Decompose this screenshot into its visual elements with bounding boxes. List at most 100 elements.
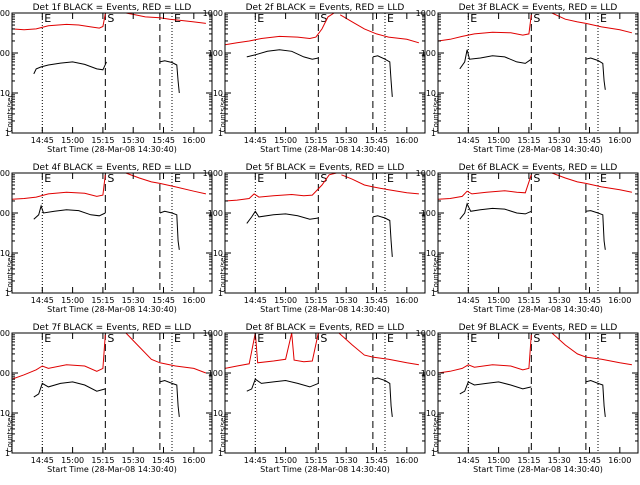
panel-title: Det 3f BLACK = Events, RED = LLD (459, 3, 618, 13)
series-lld-line (438, 334, 532, 374)
plot-frame (224, 12, 426, 134)
plot-frame (224, 332, 426, 454)
x-tick-label: 15:30 (122, 456, 145, 465)
series-events-line (33, 204, 106, 220)
series-lld-line (125, 173, 207, 195)
x-tick-label: 15:45 (578, 136, 601, 145)
y-axis-label: Counts/sec (432, 414, 440, 453)
series-lld-line (12, 174, 106, 200)
marker-label: E (174, 332, 181, 345)
x-axis-label: Start Time (28-Mar-08 14:30:40) (47, 145, 177, 154)
x-tick-label: 16:00 (182, 136, 205, 145)
y-tick-label: 10 (0, 409, 10, 418)
y-tick-label: 1 (431, 129, 436, 138)
x-tick-label: 15:00 (274, 136, 297, 145)
marker-label: E (470, 12, 477, 25)
x-axis-label: Start Time (28-Mar-08 14:30:40) (473, 465, 603, 474)
y-tick-label: 100 (0, 209, 10, 218)
y-axis-label: Counts/sec (219, 94, 227, 133)
marker-label: E (387, 172, 394, 185)
x-tick-label: 14:45 (457, 456, 480, 465)
series-lld-line (125, 13, 206, 24)
marker-label: E (257, 172, 264, 185)
series-events-line (585, 210, 606, 250)
marker-label: E (470, 172, 477, 185)
y-tick-label: 100 (208, 369, 223, 378)
marker-label: E (600, 332, 607, 345)
x-tick-label: 14:45 (457, 136, 480, 145)
panel-title: Det 6f BLACK = Events, RED = LLD (459, 163, 618, 173)
x-tick-label: 15:45 (365, 456, 388, 465)
y-axis-label: Counts/sec (6, 94, 14, 133)
y-tick-label: 100 (421, 209, 436, 218)
marker-label: S (533, 332, 540, 345)
y-tick-label: 100 (0, 369, 10, 378)
plot-frame (437, 172, 639, 294)
series-events-line (33, 61, 107, 75)
marker-label: E (257, 332, 264, 345)
y-tick-label: 1000 (203, 329, 223, 338)
y-tick-label: 1 (218, 449, 223, 458)
plot-frame (11, 172, 213, 294)
marker-label: S (533, 172, 540, 185)
x-tick-label: 15:15 (517, 456, 540, 465)
x-tick-label: 15:15 (91, 136, 114, 145)
y-tick-label: 1000 (416, 169, 436, 178)
panel-title: Det 8f BLACK = Events, RED = LLD (246, 323, 405, 333)
marker-label: S (320, 12, 327, 25)
plot-frame (11, 332, 213, 454)
marker-label: E (257, 12, 264, 25)
series-lld-line (551, 173, 633, 193)
x-axis-label: Start Time (28-Mar-08 14:30:40) (47, 465, 177, 474)
x-tick-label: 16:00 (608, 136, 631, 145)
x-tick-label: 14:45 (244, 456, 267, 465)
x-tick-label: 14:45 (31, 296, 54, 305)
y-tick-label: 10 (426, 89, 436, 98)
series-lld-line (12, 334, 106, 380)
y-tick-label: 1000 (0, 9, 10, 18)
x-tick-label: 15:45 (152, 456, 175, 465)
series-lld-line (225, 13, 335, 46)
series-events-line (585, 379, 606, 417)
series-lld-line (551, 13, 633, 34)
series-events-line (372, 55, 393, 97)
series-events-line (33, 381, 106, 398)
y-axis-label: Counts/sec (219, 414, 227, 453)
series-lld-line (438, 14, 532, 42)
y-tick-label: 1000 (203, 169, 223, 178)
panel-title: Det 5f BLACK = Events, RED = LLD (246, 163, 405, 173)
marker-label: S (107, 332, 114, 345)
x-tick-label: 15:45 (578, 456, 601, 465)
x-tick-label: 14:45 (244, 296, 267, 305)
x-tick-label: 15:45 (578, 296, 601, 305)
y-tick-label: 100 (208, 49, 223, 58)
x-tick-label: 15:45 (152, 296, 175, 305)
series-lld-line (125, 333, 207, 374)
x-tick-label: 16:00 (395, 456, 418, 465)
x-tick-label: 16:00 (395, 136, 418, 145)
series-lld-line (341, 174, 419, 195)
x-tick-label: 15:00 (61, 456, 84, 465)
panel-title: Det 2f BLACK = Events, RED = LLD (246, 3, 405, 13)
plot-frame (437, 332, 639, 454)
marker-label: E (44, 332, 51, 345)
x-tick-label: 15:30 (548, 296, 571, 305)
y-tick-label: 100 (0, 49, 10, 58)
x-tick-label: 16:00 (182, 456, 205, 465)
x-tick-label: 15:15 (91, 296, 114, 305)
x-tick-label: 15:00 (274, 456, 297, 465)
marker-label: S (533, 12, 540, 25)
plot-frame (437, 12, 639, 134)
series-lld-line (225, 173, 337, 202)
series-lld-line (551, 333, 632, 366)
y-tick-label: 100 (208, 209, 223, 218)
x-tick-label: 15:00 (487, 136, 510, 145)
marker-label: E (387, 12, 394, 25)
series-lld-line (338, 333, 419, 366)
marker-label: S (107, 12, 114, 25)
